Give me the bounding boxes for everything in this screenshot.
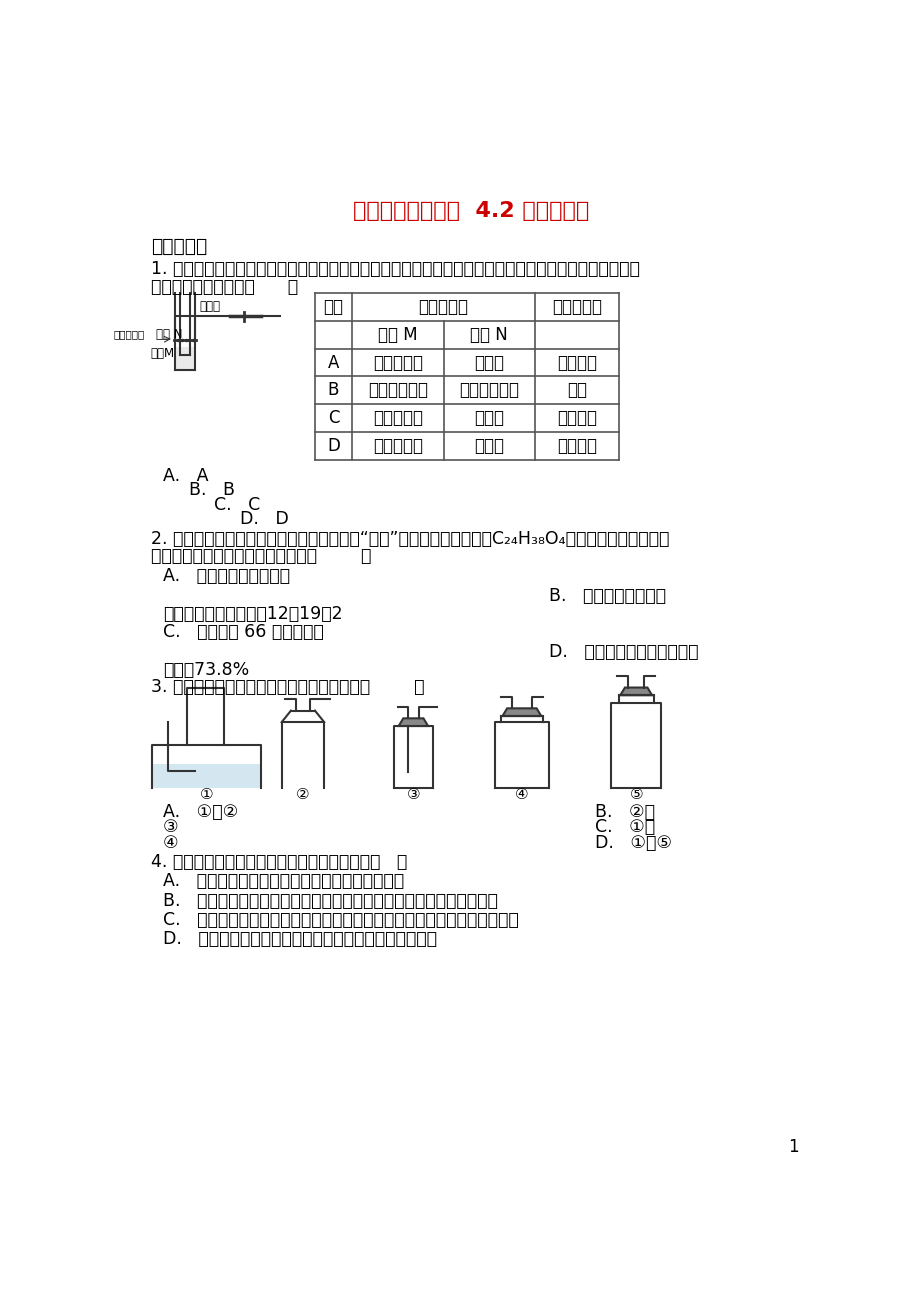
Text: 液体 N: 液体 N (156, 328, 182, 341)
Text: 制取的气体: 制取的气体 (551, 298, 601, 316)
Text: 1. 下图所示装置可用于实验室制取某些气体，并能随开随用，随关随停。下表中所选用的药品及制取的气: 1. 下图所示装置可用于实验室制取某些气体，并能随开随用，随关随停。下表中所选用… (151, 260, 639, 279)
Text: 稀盐酸: 稀盐酸 (474, 409, 504, 427)
Text: 二氧化碳: 二氧化碳 (556, 436, 596, 454)
Text: A: A (327, 354, 339, 371)
Text: D.   D: D. D (240, 510, 289, 529)
Text: D.   塑化剂中碳元素的质量分: D. 塑化剂中碳元素的质量分 (549, 643, 698, 661)
Text: ①: ① (199, 788, 213, 802)
Text: ③: ③ (406, 788, 420, 802)
Text: 氧气: 氧气 (566, 381, 586, 400)
Polygon shape (398, 719, 427, 727)
Text: 液体 N: 液体 N (470, 326, 507, 344)
Text: ④: ④ (163, 833, 178, 852)
Text: 固体M: 固体M (151, 348, 175, 361)
Text: 选项: 选项 (323, 298, 343, 316)
Text: B.   塑化剂中碳、氢、: B. 塑化剂中碳、氢、 (549, 587, 665, 605)
Text: A.   塑化剂是一种氧化物: A. 塑化剂是一种氧化物 (163, 568, 289, 586)
Text: 块状大理石: 块状大理石 (372, 409, 423, 427)
Text: B.   B: B. B (188, 482, 234, 499)
Text: ⑤: ⑤ (629, 788, 642, 802)
Text: A.   铁丝在氧气中燃烧：火星四射，生成红色固体: A. 铁丝在氧气中燃烧：火星四射，生成红色固体 (163, 872, 403, 891)
Text: C.   塑化剂由 66 个原子构成: C. 塑化剂由 66 个原子构成 (163, 622, 323, 641)
Text: 稀盐酸: 稀盐酸 (474, 436, 504, 454)
Text: 碳酸钠粉末: 碳酸钠粉末 (372, 436, 423, 454)
Text: 2. 白酒塑化剂风波再次引发食品安全领域的“地震”．塑化剂的化学式为C₂₄H₃₈O₄，对人体血液系统会造: 2. 白酒塑化剂风波再次引发食品安全领域的“地震”．塑化剂的化学式为C₂₄H₃₈… (151, 530, 668, 548)
Text: D.   ①和⑤: D. ①和⑤ (595, 833, 672, 852)
Text: 块状大理石: 块状大理石 (372, 354, 423, 371)
Text: C.   ①和: C. ①和 (595, 819, 655, 836)
Text: 弹簧夹: 弹簧夹 (199, 299, 221, 312)
Text: C.   木炭在空气中燃烧：发出白光，生成一种能使澄清石灰水变浑浊的气体: C. 木炭在空气中燃烧：发出白光，生成一种能使澄清石灰水变浑浊的气体 (163, 911, 518, 928)
Text: ②: ② (296, 788, 310, 802)
Text: 二氧化碳: 二氧化碳 (556, 409, 596, 427)
Text: 二氧化锰粉末: 二氧化锰粉末 (368, 381, 427, 400)
Text: 过氧化氢溶液: 过氧化氢溶液 (459, 381, 518, 400)
Polygon shape (502, 708, 540, 716)
Text: 带孔塑料板: 带孔塑料板 (113, 329, 144, 340)
Text: B.   ②和: B. ②和 (595, 803, 654, 822)
Text: 1: 1 (787, 1138, 798, 1156)
Text: D.   红磷在空气中燃烧：发出白光，生成大量的白色烟雾: D. 红磷在空气中燃烧：发出白光，生成大量的白色烟雾 (163, 930, 437, 948)
Text: 3. 如图所示的装置，其中收集氧气时可选用（        ）: 3. 如图所示的装置，其中收集氧气时可选用（ ） (151, 678, 424, 697)
Bar (153, 764, 260, 788)
Polygon shape (619, 687, 652, 695)
Text: A.   ①和②: A. ①和② (163, 803, 238, 822)
Text: B.   硫粉在空气中燃烧：产生淡蓝色火焰，生成一种刺激性气味的气体: B. 硫粉在空气中燃烧：产生淡蓝色火焰，生成一种刺激性气味的气体 (163, 892, 497, 910)
Text: 4. 下列有关物质燃烧现象的叙述中，正确的是（   ）: 4. 下列有关物质燃烧现象的叙述中，正确的是（ ） (151, 853, 406, 871)
Text: A.   A: A. A (163, 466, 209, 484)
Text: C: C (327, 409, 339, 427)
Text: 选用的药品: 选用的药品 (418, 298, 468, 316)
Bar (176, 348, 195, 370)
Text: C.   C: C. C (214, 496, 260, 514)
Text: ③: ③ (163, 819, 178, 836)
Text: 成损害．你认为下列说法正确的是（        ）: 成损害．你认为下列说法正确的是（ ） (151, 547, 370, 565)
Text: 体完全正确的一组是（      ）: 体完全正确的一组是（ ） (151, 277, 298, 296)
Text: 二氧化碳: 二氧化碳 (556, 354, 596, 371)
Text: 稀硫酸: 稀硫酸 (474, 354, 504, 371)
Text: 氧三种元素的质量比为12：19：2: 氧三种元素的质量比为12：19：2 (163, 605, 342, 624)
Text: 一、单选题: 一、单选题 (151, 237, 207, 256)
Text: 数约为73.8%: 数约为73.8% (163, 660, 249, 678)
Text: B: B (327, 381, 339, 400)
Text: 鲁教版八年级化学  4.2 氧气练习题: 鲁教版八年级化学 4.2 氧气练习题 (353, 201, 589, 221)
Text: 固体 M: 固体 M (378, 326, 417, 344)
Text: D: D (327, 436, 340, 454)
Text: ④: ④ (515, 788, 528, 802)
